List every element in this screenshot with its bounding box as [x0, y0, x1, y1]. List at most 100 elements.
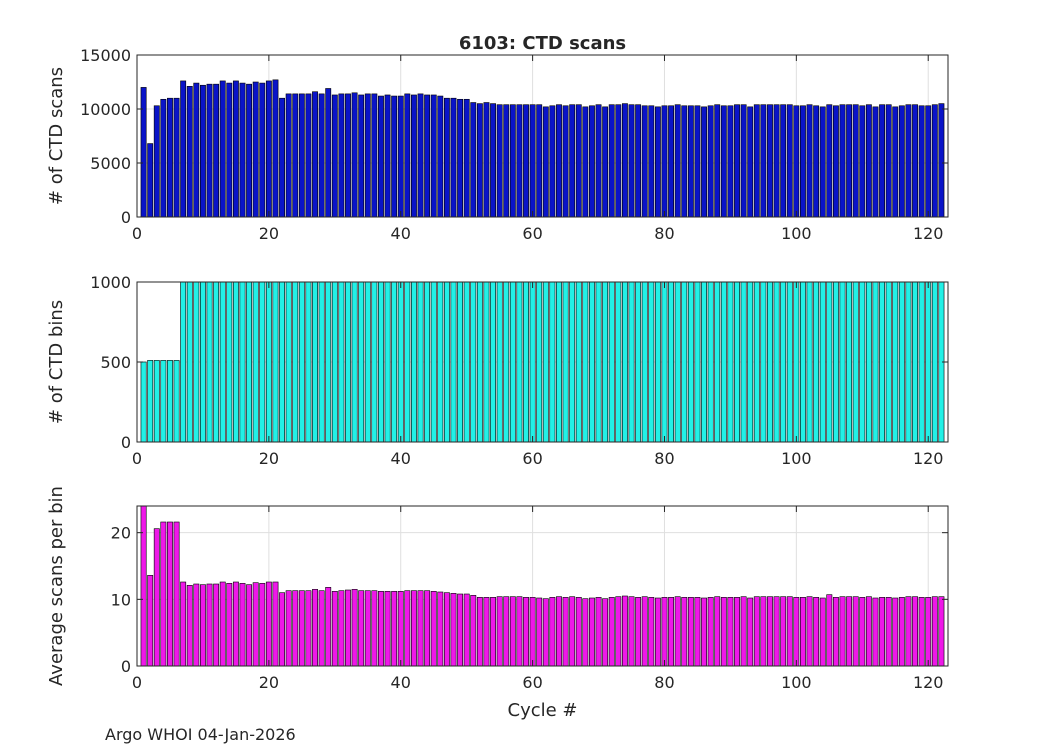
- bar: [496, 104, 503, 218]
- bar: [714, 281, 721, 443]
- bar: [806, 104, 813, 218]
- bar: [345, 281, 351, 443]
- y-tick-label: 0: [121, 433, 131, 452]
- bar: [470, 281, 477, 443]
- bar: [239, 281, 246, 443]
- bar: [562, 597, 569, 667]
- bar: [252, 281, 259, 443]
- bar: [720, 105, 727, 218]
- bar: [173, 360, 180, 443]
- bar: [516, 281, 523, 443]
- bar: [595, 104, 602, 218]
- bar: [252, 81, 259, 218]
- bar: [872, 281, 879, 443]
- bar: [272, 79, 279, 218]
- bar: [879, 281, 886, 443]
- bar: [767, 596, 773, 667]
- bar: [542, 281, 549, 443]
- bar: [160, 360, 167, 443]
- bar: [925, 105, 932, 218]
- bar: [213, 281, 220, 443]
- bar: [589, 105, 595, 218]
- bar: [918, 597, 925, 667]
- axes-box: [136, 54, 949, 218]
- bar: [437, 95, 444, 218]
- bar: [417, 590, 424, 667]
- bar: [496, 281, 503, 443]
- bar: [905, 104, 912, 218]
- bar: [602, 281, 609, 443]
- bar: [846, 281, 853, 443]
- bar: [503, 104, 510, 218]
- bar: [641, 596, 648, 667]
- bar: [780, 281, 787, 443]
- bar: [786, 281, 793, 443]
- bar: [351, 281, 358, 443]
- bar: [747, 597, 754, 667]
- bar: [727, 597, 734, 667]
- x-tick-label: 20: [259, 449, 279, 468]
- bar: [259, 82, 266, 218]
- axes-box: [136, 505, 949, 667]
- bar: [219, 80, 226, 218]
- bar: [463, 281, 470, 443]
- bar: [674, 104, 681, 218]
- bar: [490, 103, 496, 218]
- bar: [312, 589, 318, 667]
- bar: [292, 590, 299, 667]
- bar: [450, 593, 457, 667]
- bar: [918, 281, 925, 443]
- bar: [819, 281, 826, 443]
- x-tick-label: 60: [522, 449, 542, 468]
- bar: [687, 105, 694, 218]
- bar: [298, 281, 305, 443]
- bar: [661, 105, 668, 218]
- bar: [668, 597, 675, 667]
- bar: [773, 281, 780, 443]
- bar: [509, 104, 516, 218]
- bar: [786, 596, 793, 667]
- bar: [443, 281, 450, 443]
- bar: [582, 106, 589, 218]
- bar: [272, 581, 279, 667]
- bar: [470, 595, 477, 667]
- footer-credit: Argo WHOI 04-Jan-2026: [105, 725, 296, 744]
- bar: [219, 281, 226, 443]
- bar: [529, 597, 536, 667]
- bar: [305, 281, 312, 443]
- bar: [140, 87, 147, 218]
- bar: [608, 104, 615, 218]
- bar: [839, 104, 846, 218]
- bar: [206, 281, 213, 443]
- bar: [806, 596, 813, 667]
- bar: [226, 82, 233, 218]
- bar: [483, 597, 490, 667]
- bar: [608, 281, 615, 443]
- bar: [615, 596, 622, 667]
- bar: [621, 595, 628, 667]
- bar: [931, 596, 938, 667]
- bar: [325, 587, 332, 667]
- bar: [800, 597, 806, 667]
- bar: [734, 104, 740, 218]
- bar: [437, 591, 444, 667]
- bar: [905, 281, 912, 443]
- bar: [206, 583, 213, 667]
- bar: [186, 86, 193, 218]
- bar: [265, 80, 272, 218]
- bar: [562, 105, 569, 218]
- x-axis-label: Cycle #: [508, 700, 578, 721]
- bar: [285, 93, 292, 218]
- bar: [872, 597, 879, 667]
- bar: [167, 521, 173, 667]
- y-tick-label: 10: [111, 590, 131, 609]
- bar: [364, 281, 371, 443]
- bar: [140, 505, 147, 667]
- bar: [523, 281, 529, 443]
- bar: [747, 281, 754, 443]
- bar: [641, 281, 648, 443]
- x-tick-label: 20: [259, 224, 279, 243]
- bar: [654, 597, 661, 667]
- bar: [734, 597, 740, 667]
- bar: [404, 590, 411, 667]
